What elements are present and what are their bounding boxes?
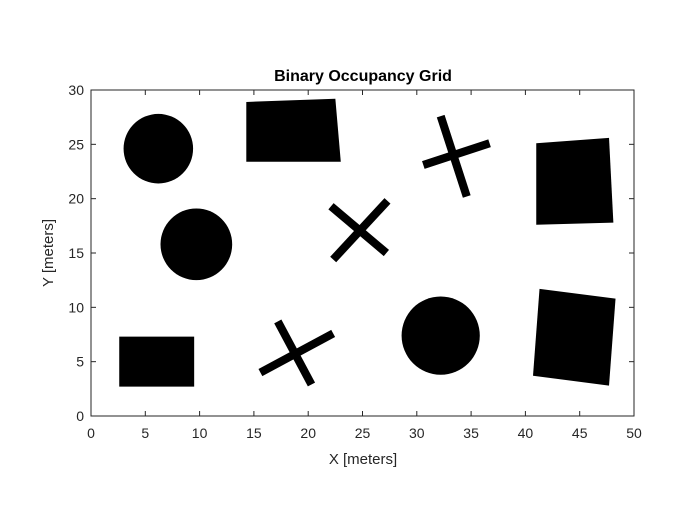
obstacle-circle-2 (401, 296, 480, 375)
obstacle-cross-7 (422, 114, 491, 198)
obstacle-rectangle-4 (536, 137, 614, 225)
y-tick-label: 10 (68, 299, 84, 315)
x-tick-label: 25 (355, 425, 371, 441)
x-tick-label: 30 (409, 425, 425, 441)
y-tick-label: 20 (68, 191, 84, 207)
y-axis-ticks: 0 5 10 15 20 25 30 (68, 82, 634, 424)
obstacle-rectangle-5 (119, 336, 195, 387)
x-axis-label: X [meters] (329, 451, 397, 468)
obstacle-cross-arm-9-1 (274, 319, 316, 387)
y-tick-label: 5 (76, 354, 84, 370)
x-tick-label: 15 (246, 425, 262, 441)
obstacle-rectangle-6 (533, 288, 616, 386)
x-axis-ticks: 0 5 10 15 20 25 30 35 40 45 50 (87, 90, 642, 441)
x-tick-label: 45 (572, 425, 588, 441)
x-tick-label: 0 (87, 425, 95, 441)
x-tick-label: 20 (300, 425, 316, 441)
x-tick-label: 50 (626, 425, 642, 441)
y-tick-label: 25 (68, 136, 84, 152)
y-axis-label: Y [meters] (40, 219, 57, 287)
obstacle-rectangle-3 (246, 98, 341, 162)
y-tick-label: 15 (68, 245, 84, 261)
obstacle-cross-8 (328, 198, 391, 263)
y-tick-label: 30 (68, 82, 84, 98)
plot-area: 0 5 10 15 20 25 30 35 40 45 50 0 5 10 15 20 25 30 (68, 82, 642, 441)
chart-title: Binary Occupancy Grid (274, 68, 452, 85)
obstacle-cross-9 (258, 319, 336, 387)
obstacle-layer (119, 98, 616, 387)
x-tick-label: 10 (192, 425, 208, 441)
obstacle-cross-arm-7-1 (436, 114, 471, 198)
x-tick-label: 40 (518, 425, 534, 441)
obstacle-cross-arm-8-1 (328, 203, 390, 257)
x-tick-label: 5 (141, 425, 149, 441)
y-tick-label: 0 (76, 408, 84, 424)
obstacle-circle-0 (123, 113, 194, 184)
x-tick-label: 35 (463, 425, 479, 441)
obstacle-circle-1 (160, 208, 233, 281)
